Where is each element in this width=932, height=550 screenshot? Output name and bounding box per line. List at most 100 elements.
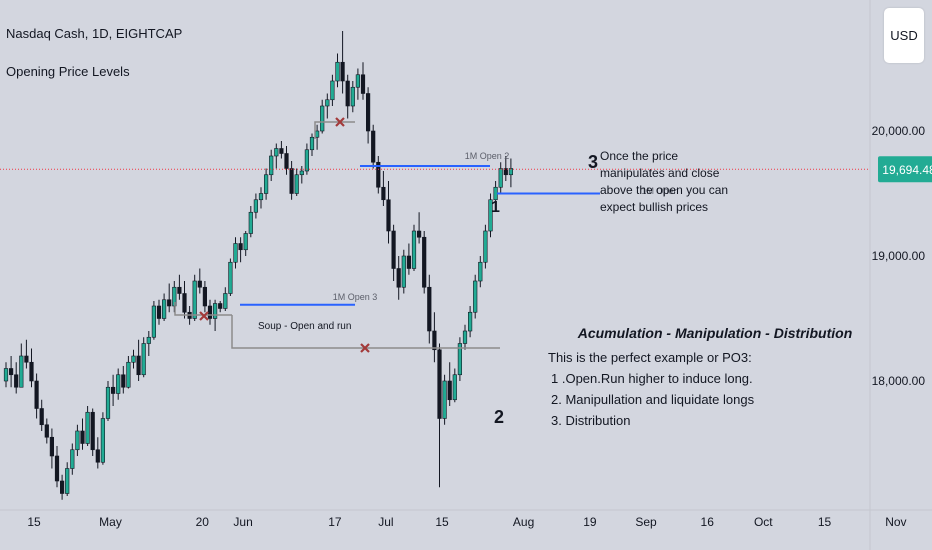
candle-body	[248, 211, 253, 234]
indicator-label[interactable]: Opening Price Levels	[6, 64, 130, 79]
x-tick-label: Aug	[513, 515, 534, 529]
candle-body	[386, 199, 391, 232]
candle-body	[182, 293, 187, 313]
candle-body	[105, 386, 111, 419]
annotation-note-line: expect bullish prices	[600, 200, 708, 214]
y-tick-label: 20,000.00	[872, 124, 926, 138]
candle-body	[253, 199, 259, 213]
candle-body	[75, 430, 80, 451]
candle-body	[493, 186, 498, 201]
x-tick-label: Jun	[233, 515, 252, 529]
pivot-line	[174, 302, 232, 316]
candle-body	[162, 299, 167, 319]
candle-body	[340, 61, 345, 82]
candle-body	[483, 230, 488, 263]
x-tick-label: 15	[27, 515, 41, 529]
candle-body	[345, 80, 350, 107]
candle-body	[34, 380, 39, 409]
candle-body	[350, 86, 355, 107]
sweep-cross-mark	[199, 311, 209, 321]
candle-body	[320, 105, 325, 132]
candle-body	[289, 168, 294, 194]
candle-body	[258, 193, 264, 201]
x-tick-label: Jul	[378, 515, 393, 529]
symbol-title[interactable]: Nasdaq Cash, 1D, EIGHTCAP	[6, 26, 183, 41]
candle-body	[279, 148, 284, 154]
x-tick-label: Nov	[885, 515, 906, 529]
candle-body	[70, 449, 75, 469]
candle-body	[330, 80, 335, 101]
candle-body	[437, 349, 442, 419]
candle-body	[299, 170, 304, 176]
candle-body	[19, 355, 24, 388]
candle-body	[116, 374, 121, 394]
candle-body	[228, 261, 233, 294]
candle-body	[274, 148, 279, 157]
x-tick-label: 15	[435, 515, 449, 529]
candle-body	[202, 286, 208, 307]
x-tick-label: 19	[583, 515, 597, 529]
pivot-line	[231, 315, 500, 349]
candle-body	[442, 380, 447, 419]
x-tick-label: May	[99, 515, 122, 529]
candle-body	[447, 380, 452, 401]
candle-body	[238, 243, 243, 251]
candle-body	[95, 449, 100, 463]
candle-body	[233, 243, 238, 263]
candle-body	[355, 74, 361, 88]
annotation-body-line: 1 .Open.Run higher to induce long.	[551, 371, 753, 386]
candle-body	[371, 130, 376, 163]
candle-body	[156, 305, 162, 319]
wave-marker: 2	[494, 407, 504, 427]
candle-body	[213, 303, 218, 319]
candle-body	[411, 230, 417, 269]
pivot-line	[314, 121, 355, 139]
candle-body	[462, 330, 468, 344]
candle-body	[381, 186, 386, 201]
candle-body	[401, 255, 406, 288]
candle-body	[314, 130, 320, 138]
candle-body	[49, 436, 54, 457]
candle-body	[207, 305, 213, 319]
candle-body	[457, 343, 463, 376]
candle-body	[121, 374, 126, 388]
x-tick-label: 16	[701, 515, 715, 529]
sweep-cross-mark	[360, 343, 370, 353]
candle-body	[131, 355, 136, 363]
annotation-title: Acumulation - Manipulation - Distributio…	[577, 325, 853, 341]
candle-body	[309, 136, 315, 151]
candle-body	[65, 468, 70, 494]
candle-body	[218, 303, 223, 309]
candle-body	[111, 386, 116, 394]
candle-body	[243, 233, 248, 251]
candle-body	[503, 168, 508, 176]
last-price-badge[interactable]	[878, 156, 932, 183]
sweep-cross-mark	[335, 117, 345, 127]
candle-body	[100, 418, 105, 463]
candle-body	[498, 168, 503, 188]
candle-body	[136, 355, 141, 376]
candle-body	[59, 480, 65, 494]
candle-body	[396, 268, 401, 288]
candle-body	[90, 411, 95, 451]
last-price-label: 19,694.48	[882, 163, 932, 177]
candle-body	[24, 355, 29, 363]
currency-button[interactable]: USD	[884, 8, 924, 63]
y-tick-label: 18,000.00	[872, 374, 926, 388]
candle-body	[478, 261, 483, 282]
candle-body	[427, 286, 432, 332]
candle-body	[432, 330, 437, 351]
x-tick-label: 17	[328, 515, 342, 529]
candle-body	[192, 280, 197, 319]
candle-body	[508, 168, 514, 176]
candle-body	[467, 311, 473, 332]
candle-body	[294, 174, 299, 194]
candle-body	[146, 336, 151, 344]
annotation-body-line: 2. Manipullation and liquidate longs	[551, 392, 755, 407]
candle-body	[335, 61, 340, 82]
annotation-body-line: This is the perfect example or PO3:	[548, 350, 752, 365]
candle-body	[473, 280, 478, 313]
candle-body	[223, 293, 228, 309]
